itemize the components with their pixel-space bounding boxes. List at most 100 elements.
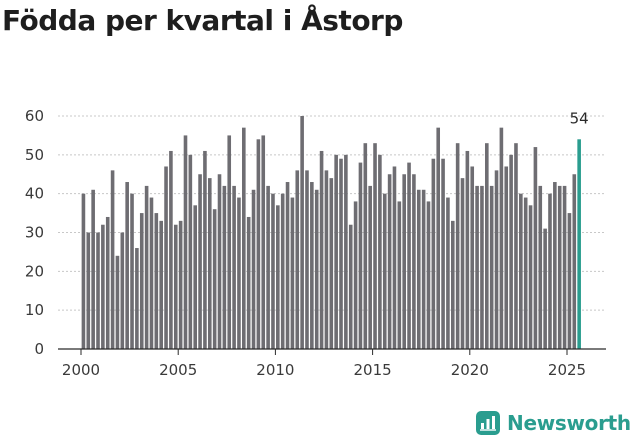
x-tick-label: 2025 (548, 361, 586, 379)
bar (348, 224, 353, 349)
bar (96, 232, 100, 349)
bar (256, 139, 261, 349)
bar (514, 143, 518, 349)
y-tick-label: 10 (25, 301, 44, 319)
bar (397, 201, 402, 349)
bar (363, 143, 368, 349)
x-tick-label: 2010 (256, 361, 294, 379)
bar (266, 185, 270, 349)
bar (246, 216, 251, 349)
bar (358, 162, 363, 349)
data-labels: 54 (570, 109, 589, 127)
bar (489, 185, 494, 349)
bar (300, 116, 304, 349)
bar (198, 174, 202, 349)
bar (314, 189, 319, 349)
newsworthy-logo-icon (476, 411, 500, 435)
bar (553, 182, 557, 349)
y-tick-label: 60 (25, 107, 44, 125)
bar (86, 232, 91, 349)
bar (135, 248, 139, 349)
bar (242, 127, 246, 350)
bar (115, 255, 120, 349)
bar (528, 205, 533, 349)
bar (310, 182, 314, 349)
bar (533, 147, 538, 349)
bar (455, 143, 460, 349)
bar (222, 185, 227, 349)
bar (164, 166, 168, 349)
y-tick-label: 50 (25, 146, 44, 164)
bar (416, 189, 421, 349)
bar (450, 220, 455, 349)
bar (382, 193, 387, 349)
bar (470, 166, 475, 349)
bar (572, 174, 577, 349)
bar (460, 178, 465, 349)
brand-logo: Newsworthy (476, 408, 631, 438)
bar (149, 197, 154, 349)
bar (543, 228, 547, 349)
bar (465, 150, 470, 349)
bar (169, 150, 173, 349)
brand-name: Newsworthy (507, 411, 631, 435)
bar (130, 193, 134, 349)
bar (110, 170, 115, 349)
bar (232, 185, 236, 349)
bar (159, 220, 163, 349)
bar (407, 162, 411, 349)
bar (154, 213, 159, 349)
bar (227, 135, 232, 349)
bar (101, 224, 105, 349)
bar (319, 150, 324, 349)
bar (261, 135, 266, 349)
bar (421, 189, 426, 349)
bar (567, 213, 572, 349)
y-axis-ticks: 0 10 20 30 40 50 60 (25, 107, 44, 358)
bar (353, 201, 358, 349)
bar (548, 193, 552, 349)
x-tick-label: 2015 (354, 361, 392, 379)
x-tick-label: 2020 (451, 361, 489, 379)
x-axis: 2000 2005 2010 2015 2020 2025 (58, 348, 606, 379)
y-tick-label: 20 (25, 262, 44, 280)
bar (538, 185, 543, 349)
bar (105, 216, 110, 349)
bar (412, 174, 416, 349)
bar (173, 224, 178, 349)
bar (144, 185, 149, 349)
bar (562, 185, 567, 349)
bar (207, 178, 212, 349)
bar (387, 174, 392, 349)
bar (125, 182, 129, 349)
bar (295, 170, 300, 349)
bar (392, 166, 397, 349)
bar (475, 185, 479, 349)
bar (334, 154, 338, 349)
bar (329, 178, 334, 349)
bar (251, 189, 256, 349)
bar (285, 182, 290, 349)
bar (504, 166, 509, 349)
bar (344, 154, 348, 349)
y-tick-label: 30 (25, 224, 44, 242)
y-tick-label: 0 (34, 340, 44, 358)
bar (188, 154, 193, 349)
bar (480, 185, 484, 349)
bar (485, 143, 489, 349)
bar (237, 197, 241, 349)
bar (290, 197, 295, 349)
bar (431, 158, 436, 349)
bar (193, 205, 198, 349)
bars (81, 116, 581, 350)
x-tick-label: 2005 (159, 361, 197, 379)
bar (557, 185, 562, 349)
bar (436, 127, 441, 350)
bar (523, 197, 528, 349)
bar (276, 205, 280, 349)
bar (212, 209, 217, 349)
x-tick-label: 2000 (62, 361, 100, 379)
bar (373, 143, 377, 349)
bar (519, 193, 523, 349)
